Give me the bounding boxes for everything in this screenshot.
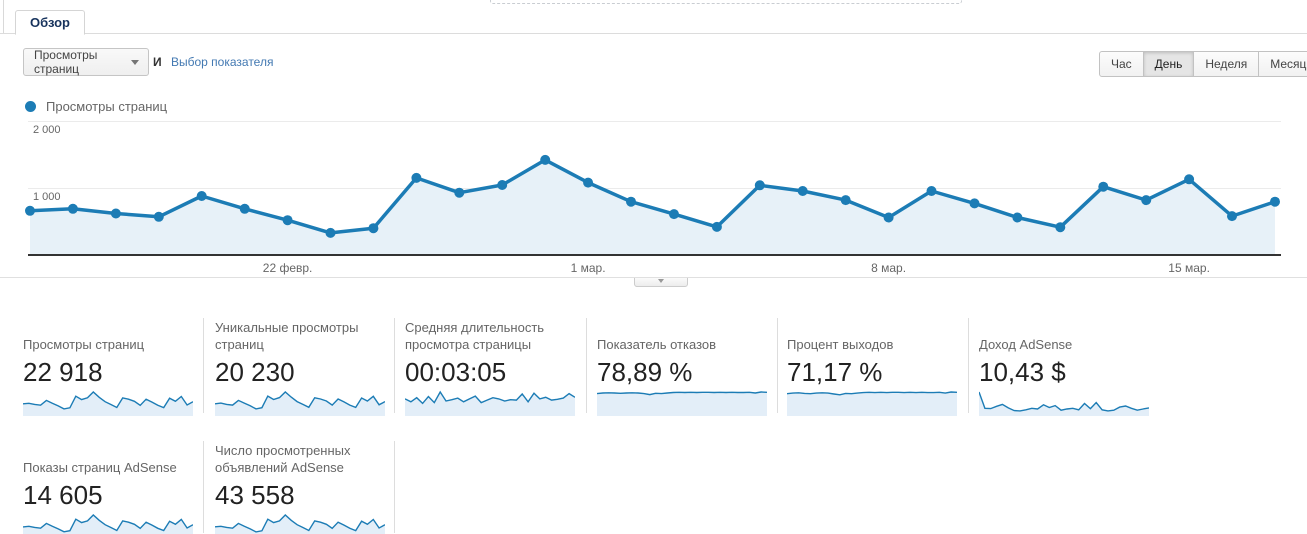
card-divider — [586, 318, 587, 413]
metric-card-pageviews: Просмотры страниц 22 918 — [23, 315, 199, 416]
sparkline-chart — [215, 391, 385, 416]
granularity-button-day[interactable]: День — [1142, 51, 1195, 77]
metric-card-label: Показатель отказов — [597, 337, 717, 352]
metric-card-label: Число просмотренных объявлений AdSense — [215, 443, 351, 475]
x-axis-label: 8 мар. — [871, 261, 907, 275]
metric-selector-dropdown[interactable]: Просмотры страниц — [23, 48, 149, 76]
metric-card-label: Уникальные просмотры страниц — [215, 320, 359, 352]
metric-card-unique-pageviews: Уникальные просмотры страниц 20 230 — [215, 315, 391, 416]
sparkline-chart — [597, 391, 767, 416]
select-metric-link[interactable]: Выбор показателя — [171, 55, 274, 69]
metric-card-value: 00:03:05 — [405, 357, 507, 387]
sparkline-chart — [23, 391, 193, 416]
y-axis-label: 1 000 — [33, 191, 61, 203]
sparkline-chart — [23, 514, 193, 534]
chart-legend: Просмотры страниц — [25, 99, 167, 114]
metric-card-adsense-page-impressions: Показы страниц AdSense 14 605 — [23, 438, 199, 534]
metric-card-adsense-revenue: Доход AdSense 10,43 $ — [979, 315, 1155, 416]
metric-card-label: Доход AdSense — [979, 337, 1073, 352]
chart-collapse-button[interactable] — [634, 278, 688, 287]
metric-card-adsense-ads-viewed: Число просмотренных объявлений AdSense 4… — [215, 438, 391, 534]
chevron-down-icon — [131, 60, 139, 69]
conjunction-label: И — [153, 55, 162, 69]
card-divider — [203, 441, 204, 533]
tab-overview[interactable]: Обзор — [15, 10, 85, 35]
granularity-button-month[interactable]: Месяц — [1258, 51, 1307, 77]
x-axis-label: 1 мар. — [570, 261, 606, 275]
metric-card-value: 78,89 % — [597, 357, 693, 387]
gridline-1000 — [28, 188, 1281, 189]
x-axis-label: 15 мар. — [1168, 261, 1210, 275]
panel-left-border — [3, 0, 4, 34]
top-panel-bottom-edge — [3, 0, 479, 5]
legend-dot-icon — [25, 101, 36, 112]
metric-card-avg-time-on-page: Средняя длительность просмотра страницы … — [405, 315, 581, 416]
metric-card-exit-rate: Процент выходов 71,17 % — [787, 315, 963, 416]
metric-card-label: Средняя длительность просмотра страницы — [405, 320, 545, 352]
metric-card-value: 10,43 $ — [979, 357, 1066, 387]
gridline-2000 — [28, 121, 1281, 122]
card-divider — [968, 318, 969, 413]
sparkline-chart — [787, 391, 957, 416]
dashed-dropzone-edge — [490, 0, 962, 4]
main-chart[interactable] — [25, 110, 1281, 255]
tabbar-divider — [0, 33, 1307, 34]
legend-label: Просмотры страниц — [46, 99, 168, 114]
metric-selector-value: Просмотры страниц — [34, 48, 98, 76]
sparkline-chart — [215, 514, 385, 534]
metric-card-label: Процент выходов — [787, 337, 894, 352]
metric-card-value: 43 558 — [215, 480, 295, 510]
section-divider — [0, 277, 1307, 278]
metric-card-label: Показы страниц AdSense — [23, 460, 177, 475]
tab-overview-label: Обзор — [30, 15, 70, 30]
granularity-button-group: Час День Неделя Месяц — [1099, 51, 1307, 77]
chevron-down-icon — [658, 279, 664, 286]
metric-card-value: 22 918 — [23, 357, 103, 387]
card-divider — [394, 318, 395, 413]
metric-card-label: Просмотры страниц — [23, 337, 145, 352]
x-axis-line — [28, 254, 1281, 256]
card-divider — [203, 318, 204, 413]
granularity-button-week[interactable]: Неделя — [1193, 51, 1260, 77]
metric-card-value: 14 605 — [23, 480, 103, 510]
granularity-button-hour[interactable]: Час — [1099, 51, 1144, 77]
sparkline-chart — [979, 391, 1149, 416]
metric-card-value: 71,17 % — [787, 357, 883, 387]
metric-card-bounce-rate: Показатель отказов 78,89 % — [597, 315, 773, 416]
y-axis-label: 2 000 — [33, 124, 61, 136]
card-divider — [394, 441, 395, 533]
metric-card-value: 20 230 — [215, 357, 295, 387]
sparkline-chart — [405, 390, 575, 416]
x-axis-label: 22 февр. — [262, 261, 313, 275]
card-divider — [777, 318, 778, 413]
